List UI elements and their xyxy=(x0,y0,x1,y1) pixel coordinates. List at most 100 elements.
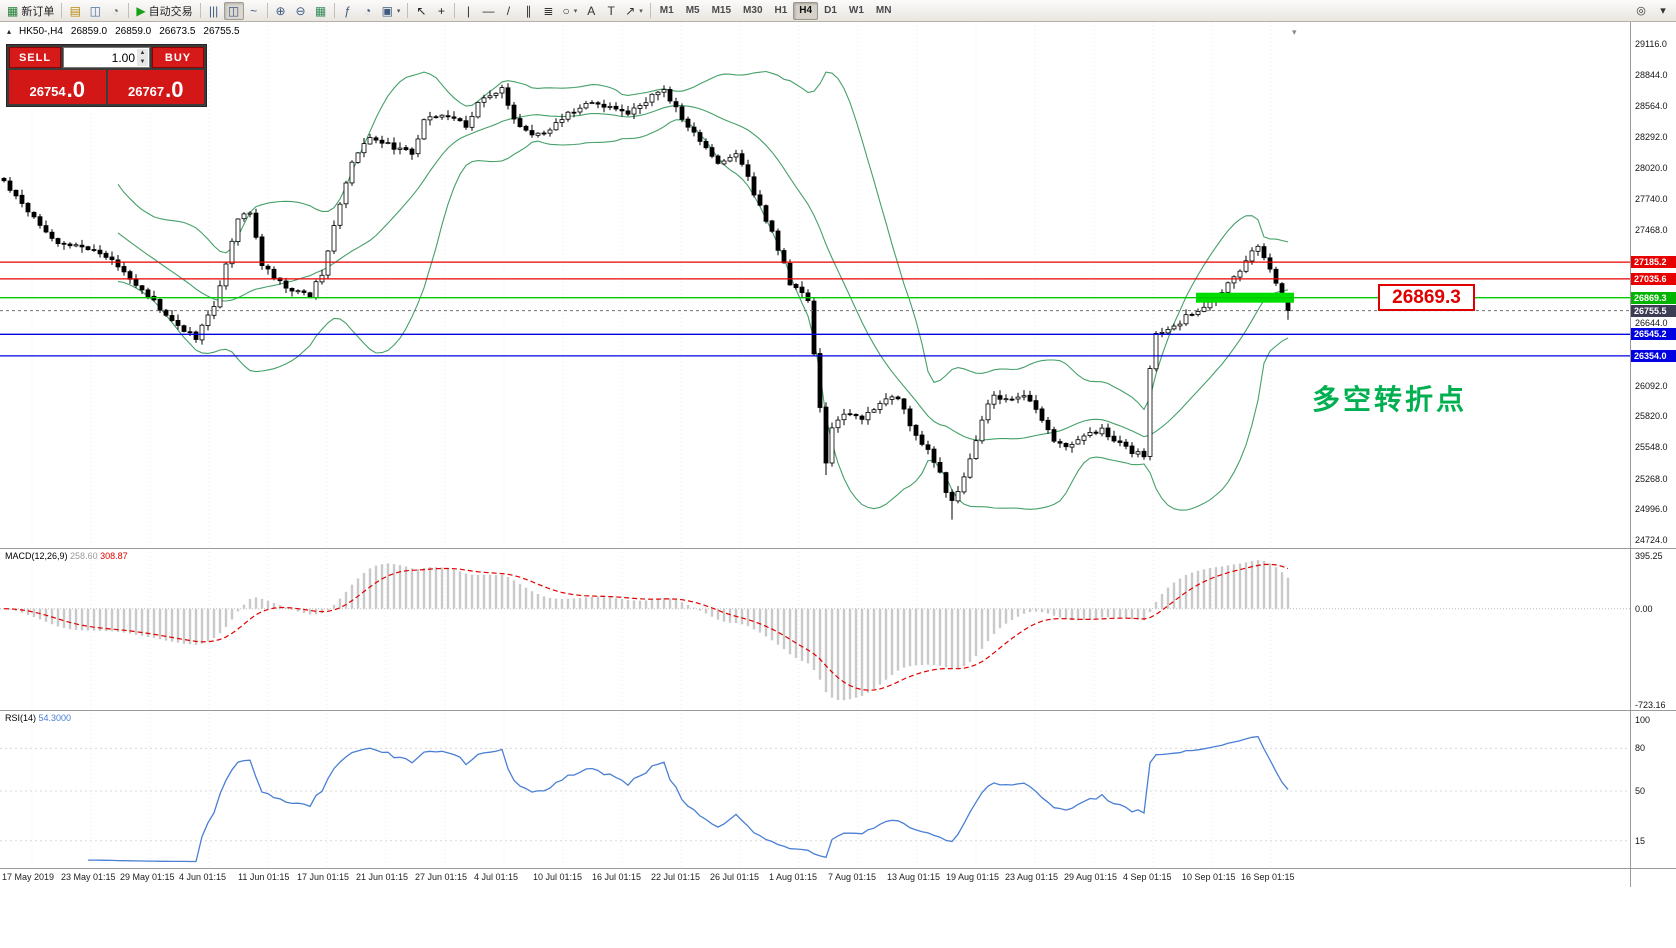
shapes-icon-glyph: ○ xyxy=(562,3,570,18)
price-scale-label: 25548.0 xyxy=(1635,442,1668,452)
templates-icon-dropdown[interactable]: ▾ xyxy=(396,7,401,15)
macd-scale-label: 395.25 xyxy=(1635,551,1663,561)
candle-chart-icon[interactable]: ◫ xyxy=(223,1,244,20)
horizontal-line-icon[interactable]: — xyxy=(478,2,498,20)
time-axis-label: 7 Aug 01:15 xyxy=(828,872,877,882)
label-icon-glyph: T xyxy=(607,3,615,18)
chart-high-value: 26859.0 xyxy=(115,26,152,37)
charts-icon-glyph: ▤ xyxy=(69,3,82,18)
price-scale-label: 28020.0 xyxy=(1635,163,1668,173)
axis-separator xyxy=(0,868,1676,869)
macd-panel xyxy=(0,548,1630,710)
arrows-icon[interactable]: ↗ ▾ xyxy=(621,2,647,20)
toolbar-separator xyxy=(407,3,409,18)
channel-icon[interactable]: ∥ xyxy=(518,2,538,20)
panel-separator[interactable] xyxy=(0,548,1676,549)
toolbar-right-icons: ◎ ▾ xyxy=(1631,2,1673,20)
timeframe-button-m5[interactable]: M5 xyxy=(685,5,700,16)
templates-icon[interactable]: ▣ ▾ xyxy=(378,2,405,20)
price-badge[interactable]: 27035.6 xyxy=(1631,273,1676,285)
spinner-up-icon[interactable]: ▲ xyxy=(139,50,146,56)
buy-price-fraction: .0 xyxy=(165,77,184,102)
line-chart-icon-glyph: ~ xyxy=(250,3,258,18)
arrange-windows-icon[interactable]: ▦ xyxy=(311,2,331,20)
indicators-icon[interactable]: ƒ xyxy=(338,2,358,20)
price-badge[interactable]: 26354.0 xyxy=(1631,350,1676,362)
charts-icon[interactable]: ▤ xyxy=(65,2,85,20)
timeframe-button-h4[interactable]: H4 xyxy=(793,1,819,20)
toolbar-separator xyxy=(649,3,651,18)
timeframe-button-w1[interactable]: W1 xyxy=(848,5,864,16)
volume-field[interactable]: 1.00 ▲ ▼ xyxy=(63,47,150,68)
rsi-panel xyxy=(0,710,1630,868)
toolbar-separator xyxy=(333,3,335,18)
cursor-icon[interactable]: ↖ xyxy=(411,2,431,20)
sell-price[interactable]: 26754 .0 xyxy=(9,70,108,104)
panel-separator[interactable] xyxy=(0,710,1676,711)
arrows-icon-dropdown[interactable]: ▾ xyxy=(639,7,643,15)
price-callout-label[interactable]: 26869.3 xyxy=(1378,284,1475,311)
search-icon[interactable]: ◎ xyxy=(1636,5,1646,17)
rsi-line xyxy=(88,735,1289,863)
text-icon[interactable]: A xyxy=(581,2,601,20)
rsi-canvas[interactable] xyxy=(0,710,1630,868)
volume-spinner[interactable]: ▲ ▼ xyxy=(137,49,148,66)
timeframe-button-mn[interactable]: MN xyxy=(875,5,892,16)
buy-price[interactable]: 26767 .0 xyxy=(107,70,204,104)
time-axis-label: 16 Jul 01:15 xyxy=(592,872,642,882)
auto-trading-button[interactable]: ▶ 自动交易 xyxy=(132,2,196,20)
rsi-scale-label: 15 xyxy=(1635,836,1646,846)
zoom-in-icon[interactable]: ⊕ xyxy=(271,2,291,20)
timeframe-button-m30[interactable]: M30 xyxy=(743,5,763,16)
timeframe-button-m1[interactable]: M1 xyxy=(659,5,674,16)
sell-button[interactable]: SELL xyxy=(9,47,61,68)
profiles-icon[interactable]: ◫ xyxy=(85,2,105,20)
price-badge[interactable]: 26545.2 xyxy=(1631,328,1676,340)
cursor-icon-glyph: ↖ xyxy=(416,3,427,18)
bar-chart-icon[interactable]: ||| xyxy=(204,2,224,20)
window-menu-icon[interactable]: ▾ xyxy=(1660,5,1666,17)
macd-indicator-label: MACD(12,26,9) 258.60 308.87 xyxy=(5,551,128,561)
vertical-line-icon[interactable]: | xyxy=(458,2,478,20)
time-axis-label: 21 Jun 01:15 xyxy=(356,872,409,882)
time-axis-label: 29 May 01:15 xyxy=(120,872,175,882)
price-scale-label: 28564.0 xyxy=(1635,101,1668,111)
macd-signal-line xyxy=(3,563,1289,691)
one-click-collapse-icon[interactable]: ▴ xyxy=(7,27,12,36)
macd-canvas[interactable] xyxy=(0,548,1630,710)
price-badge: 26755.5 xyxy=(1631,305,1676,317)
chart-low-value: 26673.5 xyxy=(159,26,196,37)
trendline-icon[interactable]: / xyxy=(498,2,518,20)
shapes-icon[interactable]: ○ ▾ xyxy=(558,2,581,20)
price-badge[interactable]: 26869.3 xyxy=(1631,292,1676,304)
auto-trading-button-glyph: ▶ xyxy=(136,3,146,18)
spinner-down-icon[interactable]: ▼ xyxy=(139,58,146,65)
buy-button[interactable]: BUY xyxy=(152,47,204,68)
timeframe-button-d1[interactable]: D1 xyxy=(824,5,837,16)
trendline-icon-glyph: / xyxy=(506,3,511,18)
chart-open-value: 26859.0 xyxy=(70,26,108,37)
shapes-icon-dropdown[interactable]: ▾ xyxy=(573,7,578,15)
price-badge[interactable]: 27185.2 xyxy=(1631,256,1676,268)
periods-icon[interactable]: ◔ xyxy=(358,2,378,20)
fibonacci-icon[interactable]: ≣ xyxy=(538,2,558,20)
price-scale[interactable]: 29116.0 28844.0 28564.0 28292.0 28020.0 27740… xyxy=(1631,22,1676,887)
bar-chart-icon-glyph: ||| xyxy=(208,3,219,18)
data-window-icon[interactable]: ◔ xyxy=(105,2,125,20)
timeframe-button-m15[interactable]: M15 xyxy=(711,5,732,16)
price-chart-canvas[interactable] xyxy=(0,22,1630,548)
macd-name: MACD(12,26,9) xyxy=(5,551,68,561)
crosshair-icon[interactable]: + xyxy=(431,2,451,20)
timeframe-button-h1[interactable]: H1 xyxy=(774,5,788,16)
line-chart-icon[interactable]: ~ xyxy=(244,2,264,20)
candle-chart-icon-glyph: ◫ xyxy=(227,3,240,18)
trade-prices-row: 26754 .0 26767 .0 xyxy=(9,70,204,104)
time-axis[interactable]: 17 May 2019 23 May 01:15 29 May 01:15 4 Jun… xyxy=(0,869,1676,887)
macd-signal-value: 308.87 xyxy=(100,551,128,561)
new-order-button-label: 新订单 xyxy=(21,5,55,18)
new-order-button[interactable]: ▦ 新订单 xyxy=(3,2,58,20)
chart-shift-marker[interactable]: ▾ xyxy=(1292,27,1297,37)
label-icon[interactable]: T xyxy=(601,2,621,20)
zoom-out-icon[interactable]: ⊖ xyxy=(291,2,311,20)
time-axis-label: 11 Jun 01:15 xyxy=(238,872,290,882)
